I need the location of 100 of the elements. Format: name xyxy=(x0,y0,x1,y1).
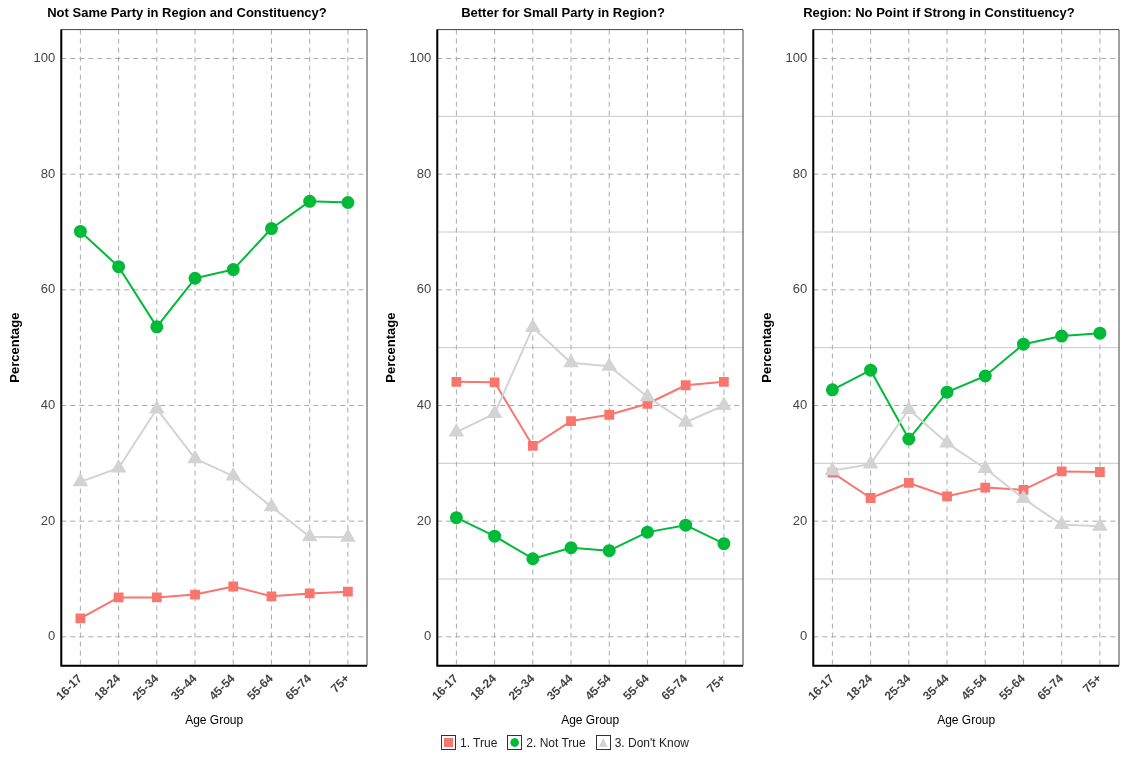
point xyxy=(302,528,317,542)
y-tick-label: 80 xyxy=(792,165,808,181)
y-tick-label: 60 xyxy=(416,281,432,297)
point xyxy=(1055,329,1069,343)
y-tick-label: 40 xyxy=(792,397,808,413)
point xyxy=(449,511,463,525)
point xyxy=(865,493,876,503)
point xyxy=(717,537,731,551)
x-tick-label: 75+ xyxy=(328,671,353,696)
point xyxy=(487,405,502,419)
point xyxy=(940,385,954,399)
point xyxy=(151,592,162,603)
point xyxy=(939,435,955,448)
point xyxy=(226,263,240,277)
point xyxy=(341,196,355,210)
point xyxy=(825,462,840,476)
point xyxy=(343,586,353,597)
point xyxy=(489,377,500,388)
point xyxy=(863,455,878,469)
point xyxy=(980,482,991,493)
point xyxy=(228,581,239,592)
point xyxy=(113,592,124,603)
point xyxy=(640,525,654,539)
point xyxy=(563,354,579,368)
x-axis-title: Age Group xyxy=(185,713,244,728)
point xyxy=(488,529,502,543)
y-tick-label: 100 xyxy=(409,50,432,66)
y-tick-label: 0 xyxy=(800,628,808,644)
point xyxy=(719,376,729,387)
point xyxy=(188,271,202,285)
chart-title: Better for Small Party in Region? xyxy=(461,5,665,21)
point xyxy=(340,529,355,542)
point xyxy=(901,401,916,415)
point xyxy=(73,224,87,238)
point xyxy=(902,432,916,446)
point xyxy=(680,380,691,391)
point xyxy=(73,473,88,487)
point xyxy=(1056,466,1067,477)
point xyxy=(304,588,315,599)
legend-label: 2. Not True xyxy=(526,735,586,750)
point xyxy=(187,450,203,464)
point xyxy=(264,498,279,512)
point xyxy=(451,376,462,387)
point xyxy=(149,400,164,414)
y-axis-title: Percentage xyxy=(7,312,23,383)
point xyxy=(266,591,277,602)
legend-label: 1. True xyxy=(459,735,498,750)
point xyxy=(526,552,540,566)
x-axis-title: Age Group xyxy=(561,713,620,728)
y-tick-label: 40 xyxy=(416,397,432,413)
y-axis-title: Percentage xyxy=(759,312,775,383)
point xyxy=(978,460,993,474)
point xyxy=(1092,518,1107,531)
point xyxy=(604,409,615,420)
y-tick-label: 40 xyxy=(40,397,56,413)
point xyxy=(1095,467,1105,477)
y-tick-label: 60 xyxy=(792,281,808,297)
point xyxy=(602,544,616,558)
legend-label: 3. Don't Know xyxy=(614,735,690,750)
y-tick-label: 80 xyxy=(40,165,56,181)
y-tick-label: 100 xyxy=(785,50,808,66)
y-tick-label: 100 xyxy=(33,50,56,66)
x-tick-label: 75+ xyxy=(704,671,729,696)
y-tick-label: 0 xyxy=(48,628,56,644)
point xyxy=(1054,516,1069,530)
y-tick-label: 20 xyxy=(416,512,432,528)
y-axis-title: Percentage xyxy=(383,312,399,383)
point xyxy=(75,613,86,624)
point xyxy=(640,388,655,402)
point xyxy=(679,518,693,532)
point xyxy=(150,320,164,334)
point xyxy=(716,397,731,410)
point xyxy=(190,589,200,600)
x-tick-label: 75+ xyxy=(1080,671,1105,696)
point xyxy=(678,414,693,427)
point xyxy=(1093,326,1107,340)
point xyxy=(564,541,578,555)
point xyxy=(111,459,126,473)
y-tick-label: 60 xyxy=(40,281,56,297)
point xyxy=(303,194,317,208)
point xyxy=(566,416,576,426)
point xyxy=(903,478,914,488)
chart-title: Region: No Point if Strong in Constituency? xyxy=(803,5,1075,21)
point xyxy=(1016,337,1030,351)
point xyxy=(602,358,617,371)
y-tick-label: 20 xyxy=(40,512,56,528)
point xyxy=(864,363,878,377)
point xyxy=(264,222,278,236)
point xyxy=(978,369,992,383)
y-tick-label: 20 xyxy=(792,512,808,528)
point xyxy=(1016,490,1031,504)
point xyxy=(942,491,952,502)
y-tick-label: 0 xyxy=(424,628,432,644)
chart-title: Not Same Party in Region and Constituency? xyxy=(47,5,327,21)
point xyxy=(525,319,540,332)
point xyxy=(449,424,464,437)
x-axis-title: Age Group xyxy=(937,713,996,728)
point xyxy=(226,468,241,481)
point xyxy=(112,260,126,274)
point xyxy=(527,441,538,451)
